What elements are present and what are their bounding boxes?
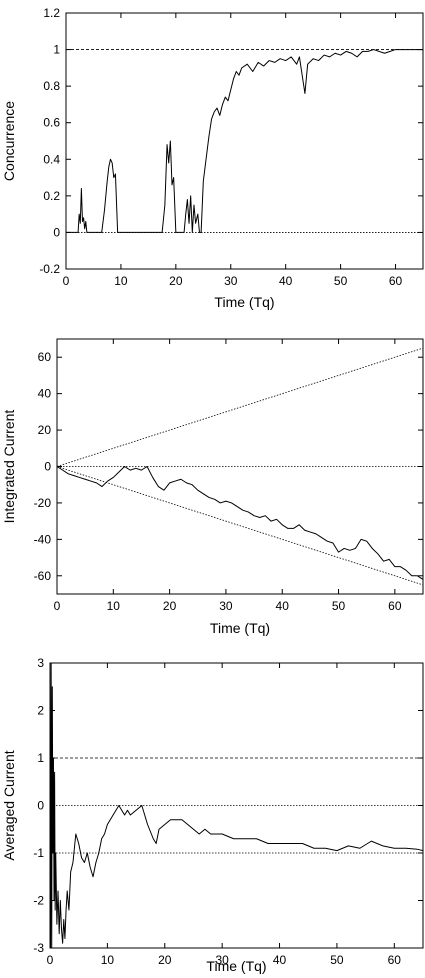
concurrence-x-tick-label: 20 [169,274,183,288]
integrated-current-x-tick-label: 10 [107,599,121,613]
integrated-current-y-tick-label: 40 [38,387,52,401]
concurrence-x-tick-label: 30 [224,274,238,288]
averaged-current-y-tick-label: -1 [33,846,44,860]
concurrence-y-axis-label: Concurrence [1,101,17,181]
concurrence-y-tick-label: 0.6 [43,116,60,130]
integrated-current-series-line-0 [56,466,424,580]
integrated-current-y-tick-label: -60 [34,569,52,583]
concurrence-x-tick-label: 50 [334,274,348,288]
averaged-current-y-tick-label: 1 [37,751,44,765]
concurrence-x-tick-label: 40 [279,274,293,288]
concurrence-y-tick-label: 1.2 [43,6,60,20]
averaged-current-y-tick-label: -2 [33,894,44,908]
concurrence-y-tick-label: 0.4 [43,152,60,166]
concurrence-y-tick-label: 1 [53,43,60,57]
averaged-current-chart: 0 10 20 30 40 50 60 -3 -2 -1 0 1 2 3 Time (Tq) Averaged… [1,656,424,974]
integrated-current-chart: 0 10 20 30 40 50 60 -60 -40 -20 0 20 40 60 Time (Tq) In… [1,338,424,636]
concurrence-x-axis-label: Time (Tq) [214,294,274,310]
concurrence-y-tick-label: 0 [53,225,60,239]
concurrence-series-line-0 [66,49,423,233]
averaged-current-x-tick-label: 20 [158,953,172,967]
integrated-current-x-tick-label: 0 [54,599,61,613]
averaged-current-y-tick-label: 0 [37,799,44,813]
concurrence-y-tick-label: -0.2 [39,262,60,276]
averaged-current-y-tick-label: -3 [33,941,44,955]
concurrence-x-tick-label: 60 [389,274,403,288]
averaged-current-x-tick-label: 60 [388,953,402,967]
integrated-current-x-tick-label: 40 [276,599,290,613]
integrated-current-y-tick-label: -40 [34,532,52,546]
integrated-current-reference-line-0 [56,347,424,467]
averaged-current-x-tick-label: 30 [215,953,229,967]
integrated-current-y-tick-label: -20 [34,496,52,510]
averaged-current-y-tick-label: 2 [37,704,44,718]
integrated-current-x-tick-label: 20 [163,599,177,613]
concurrence-y-tick-label: 0.8 [43,79,60,93]
averaged-current-x-tick-label: 50 [330,953,344,967]
integrated-current-x-tick-label: 30 [219,599,233,613]
averaged-current-x-tick-label: 40 [273,953,287,967]
integrated-current-y-tick-label: 60 [38,350,52,364]
integrated-current-reference-line-2 [56,466,424,586]
averaged-current-series-line-0 [50,662,424,949]
integrated-current-x-axis-label: Time (Tq) [210,620,270,636]
concurrence-y-tick-label: 0.2 [43,189,60,203]
concurrence-x-tick-label: 0 [63,274,70,288]
concurrence-x-tick-label: 10 [114,274,128,288]
integrated-current-x-tick-label: 60 [388,599,402,613]
integrated-current-y-tick-label: 0 [44,460,51,474]
integrated-current-y-tick-label: 20 [38,423,52,437]
integrated-current-x-tick-label: 50 [332,599,346,613]
concurrence-plot-frame [65,12,424,270]
integrated-current-y-axis-label: Integrated Current [1,410,17,524]
averaged-current-x-axis-label: Time (Tq) [206,958,266,974]
averaged-current-x-tick-label: 10 [101,953,115,967]
averaged-current-x-tick-label: 0 [47,953,54,967]
averaged-current-y-tick-label: 3 [37,656,44,670]
averaged-current-y-axis-label: Averaged Current [1,750,17,860]
